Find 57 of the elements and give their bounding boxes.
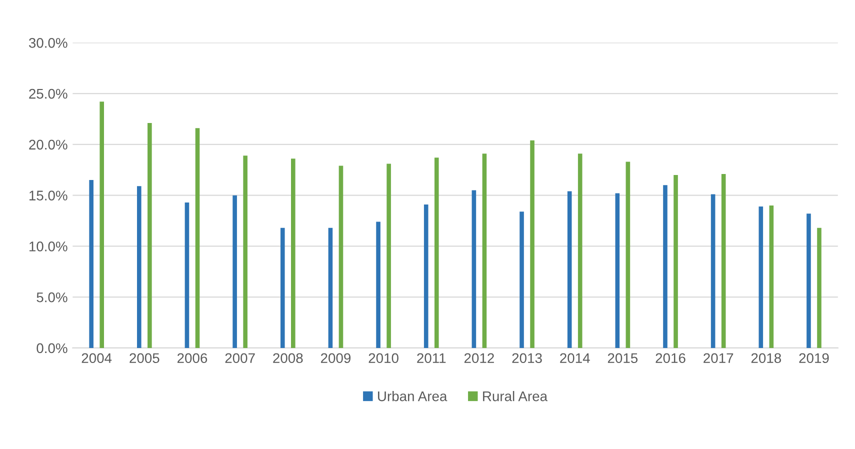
x-tick-label: 2014 <box>560 353 590 364</box>
x-tick-label: 2016 <box>656 353 686 364</box>
x-tick-label: 2012 <box>464 353 494 364</box>
bar <box>615 193 620 348</box>
x-tick-label: 2007 <box>225 353 255 364</box>
x-tick-label: 2015 <box>608 353 638 364</box>
bar <box>472 190 476 348</box>
y-tick-label: 15.0% <box>29 190 68 200</box>
x-tick-label: 2011 <box>417 353 446 364</box>
y-tick-label: 30.0% <box>28 38 68 48</box>
x-tick-label: 2008 <box>273 353 303 364</box>
bar <box>338 166 344 348</box>
bar <box>710 194 716 348</box>
bar <box>520 212 524 348</box>
bar <box>806 214 811 348</box>
bar <box>578 154 582 348</box>
x-tick-label: 2010 <box>368 353 398 364</box>
y-tick-label: 25.0% <box>29 88 68 99</box>
bar <box>376 222 380 348</box>
bar <box>232 195 237 348</box>
bar <box>626 162 630 348</box>
bar <box>721 174 726 348</box>
bar <box>328 228 333 348</box>
y-tick-label: 20.0% <box>29 140 68 150</box>
bar <box>434 158 439 348</box>
bar <box>195 128 200 348</box>
legend-label: Rural Area <box>483 391 548 402</box>
bar <box>482 154 487 348</box>
bar <box>769 205 774 348</box>
x-tick-label: 2009 <box>320 353 351 364</box>
x-tick-label: 2004 <box>82 353 112 364</box>
bar <box>280 228 285 348</box>
bar <box>674 174 678 348</box>
y-tick-label: 10.0% <box>29 242 68 252</box>
y-tick-label: 5.0% <box>36 292 68 302</box>
bar <box>567 191 572 348</box>
x-tick-label: 2013 <box>512 353 542 364</box>
x-tick-label: 2005 <box>130 353 160 364</box>
y-tick-label: 0.0% <box>36 343 68 354</box>
bar <box>530 140 534 348</box>
x-tick-label: 2018 <box>751 353 782 364</box>
bar <box>424 204 428 348</box>
bar <box>758 206 764 348</box>
bar <box>817 228 822 348</box>
bar <box>243 156 248 348</box>
bar <box>291 158 296 348</box>
bar <box>137 186 142 348</box>
bar <box>89 180 94 348</box>
bar <box>386 164 391 348</box>
x-tick-label: 2019 <box>799 353 829 364</box>
x-tick-label: 2006 <box>177 353 208 364</box>
x-tick-label: 2017 <box>704 353 734 364</box>
bar <box>184 202 190 348</box>
bar <box>663 185 668 348</box>
bar <box>148 123 152 348</box>
bar <box>100 102 104 348</box>
legend-label: Urban Area <box>378 391 448 402</box>
